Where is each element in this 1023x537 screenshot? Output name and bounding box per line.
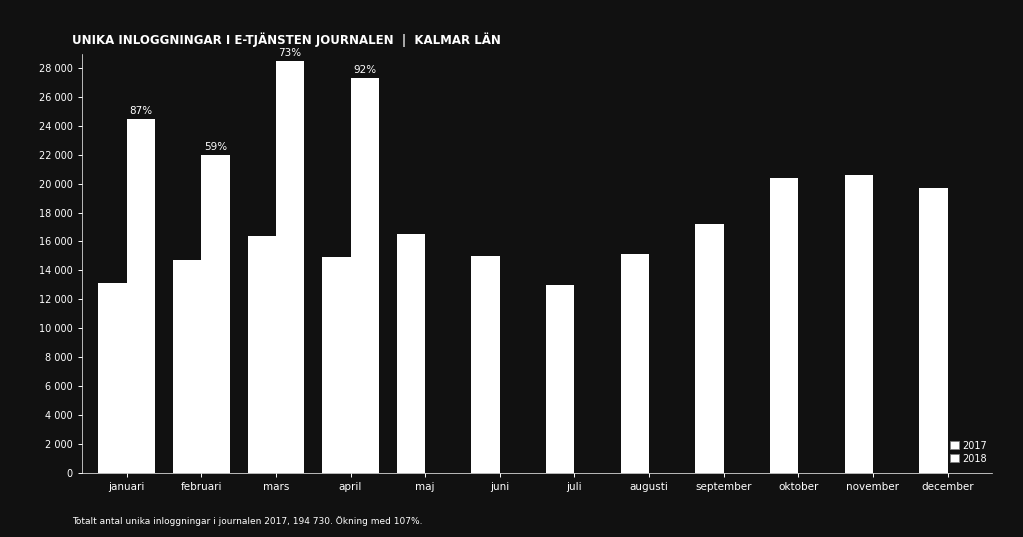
- Bar: [173, 260, 202, 473]
- Bar: [202, 155, 229, 473]
- Legend: 2017, 2018: 2017, 2018: [950, 440, 987, 463]
- Bar: [397, 234, 426, 473]
- Bar: [845, 175, 873, 473]
- Text: UNIKA INLOGGNINGAR I E-TJÄNSTEN JOURNALEN  |  KALMAR LÄN: UNIKA INLOGGNINGAR I E-TJÄNSTEN JOURNALE…: [72, 32, 500, 47]
- Bar: [770, 178, 798, 473]
- Bar: [472, 256, 500, 473]
- Bar: [248, 236, 276, 473]
- Bar: [276, 61, 304, 473]
- Text: 87%: 87%: [129, 106, 152, 116]
- Bar: [351, 78, 379, 473]
- Text: 73%: 73%: [278, 48, 302, 58]
- Bar: [621, 255, 649, 473]
- Bar: [322, 257, 351, 473]
- Text: 59%: 59%: [204, 142, 227, 152]
- Bar: [127, 119, 154, 473]
- Bar: [696, 224, 723, 473]
- Bar: [98, 284, 127, 473]
- Text: 92%: 92%: [353, 66, 376, 75]
- Bar: [920, 188, 947, 473]
- Text: Totalt antal unika inloggningar i journalen 2017, 194 730. Ökning med 107%.: Totalt antal unika inloggningar i journa…: [72, 517, 422, 526]
- Bar: [546, 285, 574, 473]
